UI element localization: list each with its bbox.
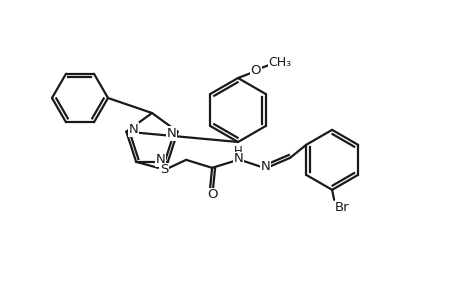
Text: H: H [233, 145, 242, 158]
Text: O: O [207, 188, 217, 201]
Text: O: O [250, 64, 261, 76]
Text: N: N [233, 152, 242, 165]
Text: Br: Br [334, 201, 349, 214]
Text: S: S [160, 163, 168, 176]
Text: N: N [156, 153, 165, 166]
Text: N: N [167, 127, 176, 140]
Text: CH₃: CH₃ [268, 56, 291, 68]
Text: N: N [128, 123, 138, 136]
Text: N: N [260, 160, 269, 173]
